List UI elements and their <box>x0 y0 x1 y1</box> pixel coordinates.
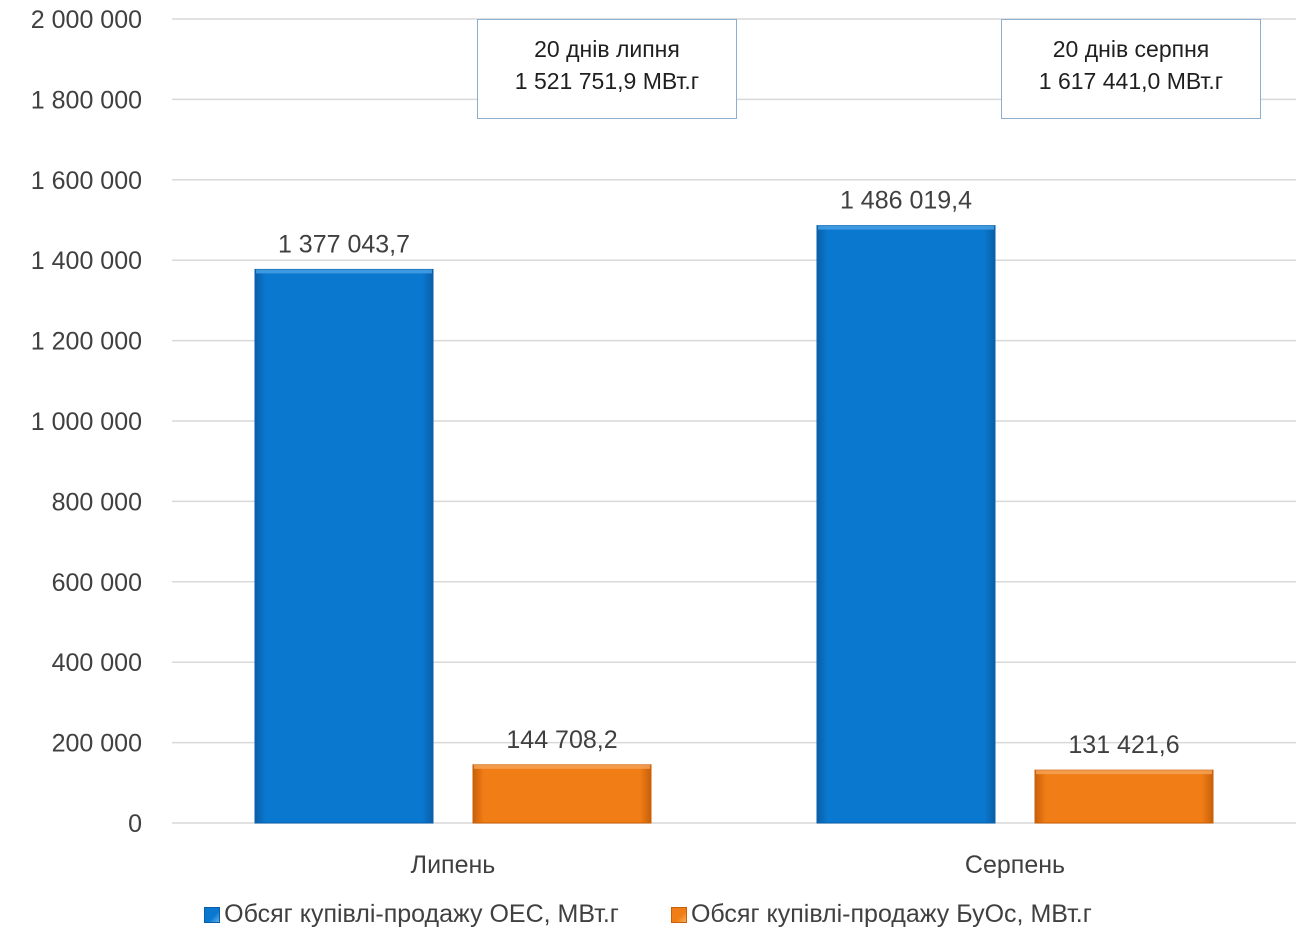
x-tick-label: Серпень <box>965 851 1065 879</box>
annotation-july-line1: 20 днів липня <box>534 36 680 62</box>
y-tick-label: 0 <box>128 810 142 838</box>
bar-highlight <box>474 764 650 769</box>
legend-item-buos: Обсяг купівлі-продажу БуОс, МВт.г <box>670 900 1092 929</box>
y-tick-label: 1 000 000 <box>31 408 142 436</box>
bar-buos-1 <box>1034 769 1214 824</box>
legend-label-oes: Обсяг купівлі-продажу ОЕС, МВт.г <box>224 900 619 928</box>
x-axis: Липень Серпень <box>411 851 1065 879</box>
bar-highlight <box>818 225 994 230</box>
legend: Обсяг купівлі-продажу ОЕС, МВт.г Обсяг к… <box>0 900 1296 929</box>
legend-item-oes: Обсяг купівлі-продажу ОЕС, МВт.г <box>204 900 619 929</box>
data-label: 131 421,6 <box>1068 731 1179 759</box>
annotation-august-line1: 20 днів серпня <box>1052 36 1210 62</box>
legend-swatch-buos <box>670 906 687 923</box>
data-labels: 1 377 043,7 144 708,2 1 486 019,4 131 421,6 <box>278 187 1180 760</box>
data-label: 1 486 019,4 <box>840 187 972 215</box>
data-label: 1 377 043,7 <box>278 230 410 258</box>
y-tick-label: 800 000 <box>52 488 142 516</box>
bar-highlight <box>1036 770 1212 775</box>
annotation-box-july: 20 днів липня 1 521 751,9 МВт.г <box>477 19 737 119</box>
x-tick-label: Липень <box>411 851 496 879</box>
y-tick-label: 1 600 000 <box>31 167 142 195</box>
bars <box>254 225 1214 824</box>
legend-label-buos: Обсяг купівлі-продажу БуОс, МВт.г <box>690 900 1092 928</box>
annotation-july-line2: 1 521 751,9 МВт.г <box>514 68 700 94</box>
legend-swatch-oes <box>204 906 221 923</box>
y-tick-label: 400 000 <box>52 649 142 677</box>
y-tick-label: 1 400 000 <box>31 247 142 275</box>
y-tick-label: 2 000 000 <box>31 6 142 34</box>
data-label: 144 708,2 <box>506 726 617 754</box>
bar-oes-1 <box>816 225 996 824</box>
annotation-box-august: 20 днів серпня 1 617 441,0 МВт.г <box>1001 19 1261 119</box>
annotation-august-line2: 1 617 441,0 МВт.г <box>1038 68 1224 94</box>
bar-highlight <box>256 269 432 274</box>
y-tick-label: 600 000 <box>52 569 142 597</box>
bar-buos-0 <box>472 764 652 824</box>
bar-oes-0 <box>254 268 434 824</box>
y-tick-label: 1 200 000 <box>31 328 142 356</box>
y-tick-label: 1 800 000 <box>31 86 142 114</box>
y-axis: 0 200 000 400 000 600 000 800 000 1 000 000 1 … <box>31 6 142 838</box>
y-tick-label: 200 000 <box>52 730 142 758</box>
